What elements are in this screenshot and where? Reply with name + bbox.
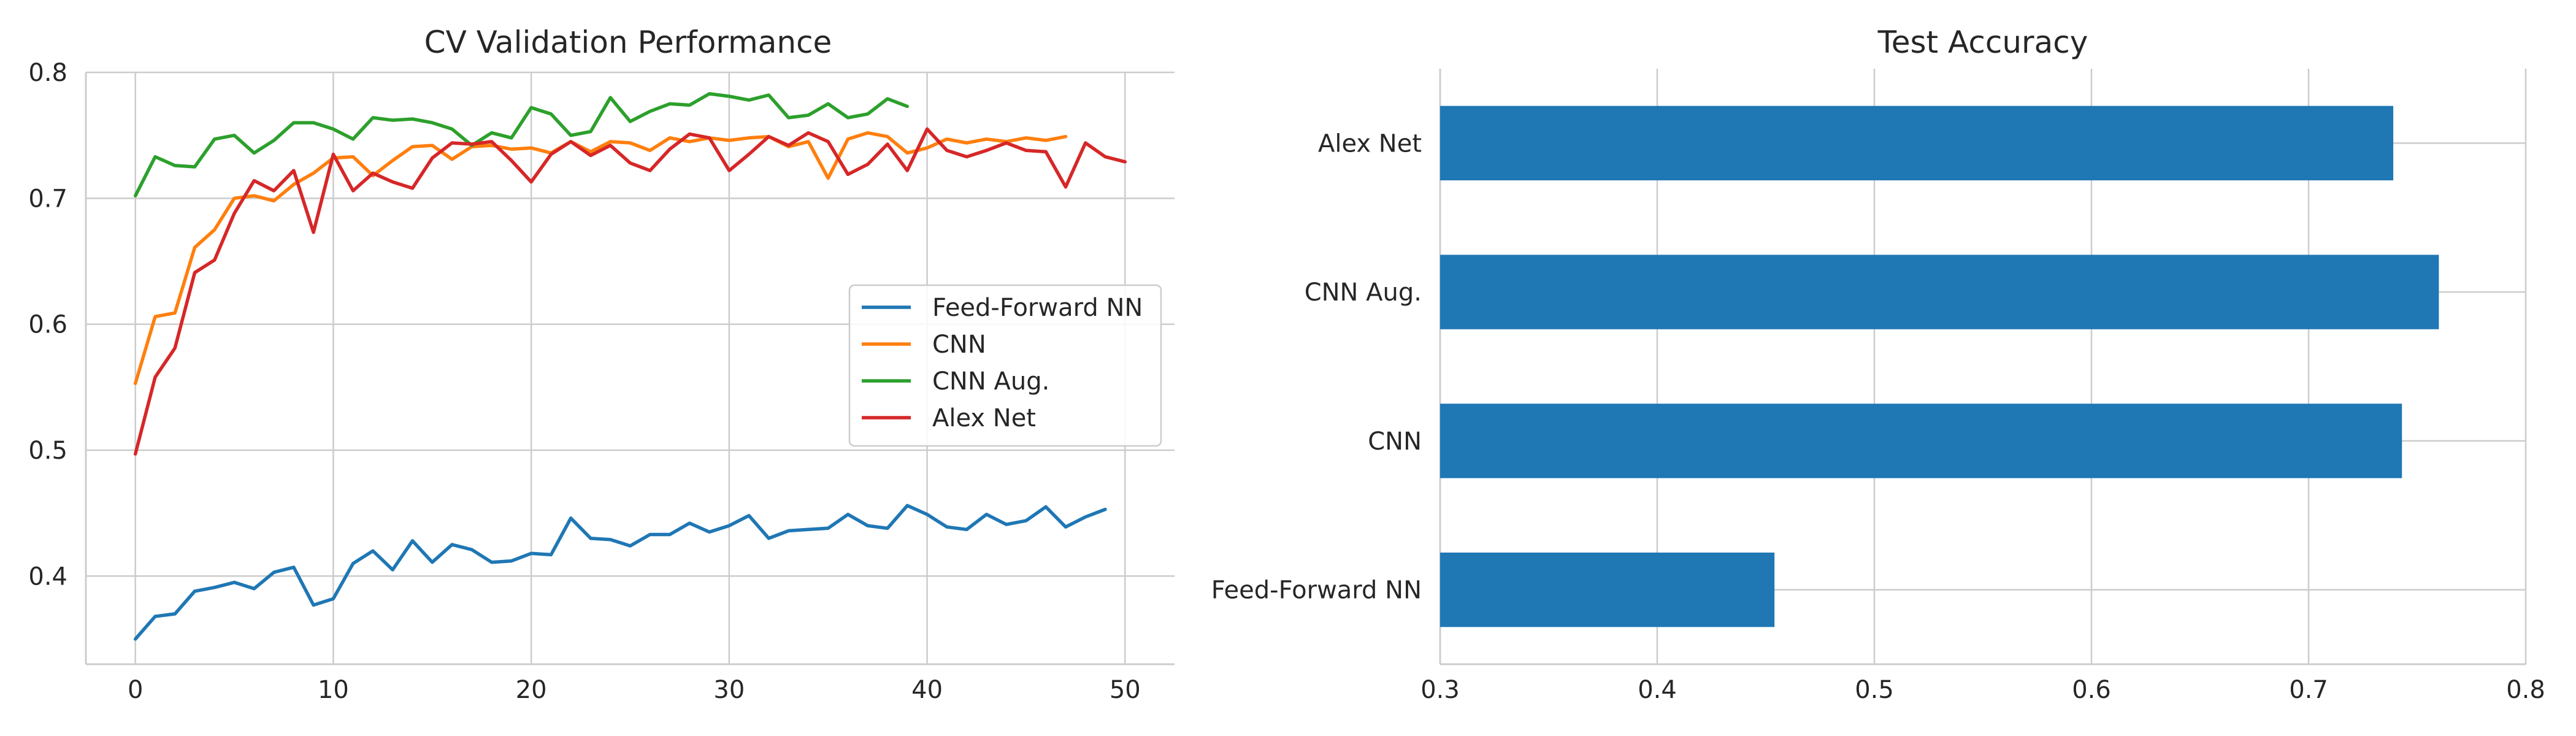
cv-validation-line-chart: CV Validation Performance 0 10 20 30 40 50 0.4… — [28, 25, 1175, 704]
y-tick-label: CNN — [1368, 427, 1422, 456]
chart-title: CV Validation Performance — [424, 25, 832, 60]
y-tick-label: CNN Aug. — [1305, 278, 1422, 307]
x-tick-label: 30 — [713, 676, 745, 704]
bar-cnn-aug- — [1440, 255, 2439, 329]
x-tick-label: 10 — [318, 676, 349, 704]
y-tick-label: Alex Net — [1318, 129, 1422, 158]
bar-feed-forward-nn — [1440, 552, 1775, 627]
legend-frame — [848, 284, 1162, 447]
y-tick-label: 0.7 — [28, 185, 67, 213]
series-line-feed-forward-nn — [133, 504, 1107, 641]
x-tick-label: 0.3 — [1420, 676, 1460, 704]
y-tick-label: 0.8 — [28, 59, 67, 87]
series-line-alex-net — [133, 127, 1127, 456]
x-tick-label: 50 — [1110, 676, 1141, 704]
y-tick-label: 0.4 — [28, 562, 67, 591]
legend-label: CNN Aug. — [932, 367, 1049, 396]
x-tick-label: 0 — [128, 676, 143, 704]
test-accuracy-bar-chart: Test Accuracy 0.3 0.4 0.5 0.6 0.7 0.8 Alex Net… — [1211, 25, 2545, 704]
chart-title: Test Accuracy — [1877, 25, 2088, 60]
legend-label: CNN — [932, 331, 986, 359]
x-tick-label: 0.6 — [2072, 676, 2111, 704]
legend: Feed-Forward NN CNN CNN Aug. Alex Net — [848, 284, 1162, 447]
series-line-cnn-aug- — [133, 92, 910, 197]
x-tick-label: 0.4 — [1638, 676, 1677, 704]
x-tick-label: 40 — [911, 676, 943, 704]
x-tick-label: 0.7 — [2289, 676, 2328, 704]
bar-alex-net — [1440, 105, 2394, 181]
legend-label: Alex Net — [932, 404, 1036, 432]
series-line-cnn — [133, 131, 1068, 385]
y-tick-label: 0.5 — [28, 437, 67, 465]
x-tick-label: 20 — [516, 676, 547, 704]
bar-cnn — [1440, 404, 2402, 478]
y-tick-label: Feed-Forward NN — [1211, 577, 1422, 605]
x-tick-label: 0.5 — [1855, 676, 1894, 704]
y-tick-label: 0.6 — [28, 311, 67, 339]
legend-label: Feed-Forward NN — [932, 294, 1143, 322]
x-tick-label: 0.8 — [2506, 676, 2545, 704]
